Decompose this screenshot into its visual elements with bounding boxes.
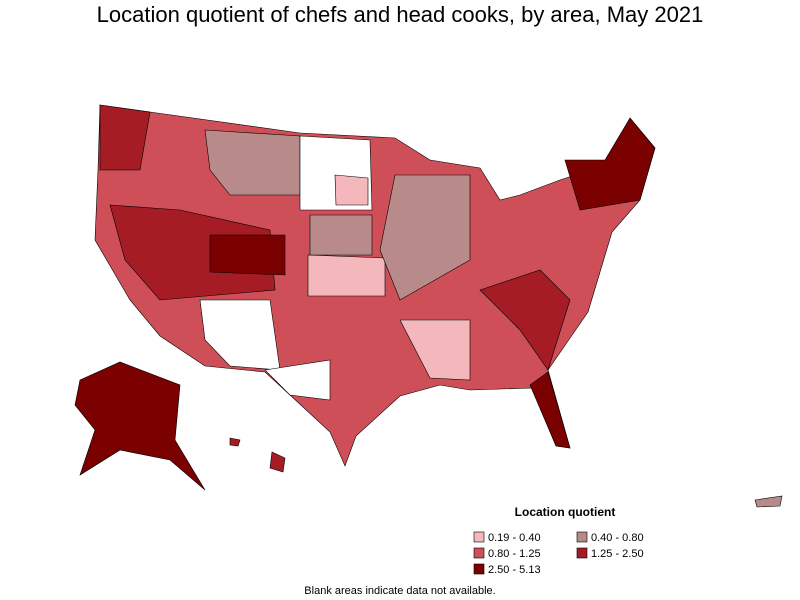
legend-label: 0.80 - 1.25 (488, 548, 541, 560)
title: Location quotient of chefs and head cook… (97, 2, 704, 27)
region (754, 495, 783, 508)
region (399, 319, 471, 381)
region (269, 451, 286, 473)
region (379, 174, 471, 301)
legend-swatch (473, 547, 485, 559)
legend-swatch (473, 563, 485, 575)
note: Blank areas indicate data not available. (304, 585, 495, 597)
legend-label: 0.19 - 0.40 (488, 532, 541, 544)
legend-swatch (576, 531, 588, 543)
legend-title: Location quotient (515, 505, 616, 519)
region (229, 437, 241, 447)
region (334, 174, 369, 206)
region (109, 204, 276, 301)
region (479, 269, 571, 371)
region (264, 359, 331, 401)
legend-swatch (473, 531, 485, 543)
legend: 0.19 - 0.40 0.40 - 0.80 0.80 - 1.25 1.25 - … (473, 531, 644, 576)
legend-label: 0.40 - 0.80 (591, 532, 644, 544)
region (307, 254, 386, 297)
region (564, 117, 656, 211)
region (209, 234, 286, 276)
region (199, 299, 281, 371)
map (74, 104, 783, 508)
region (99, 104, 151, 171)
region (529, 371, 571, 449)
legend-label: 1.25 - 2.50 (591, 548, 644, 560)
region (309, 214, 373, 256)
region (204, 129, 301, 196)
legend-label: 2.50 - 5.13 (488, 564, 541, 576)
legend-swatch (576, 547, 588, 559)
region (74, 361, 206, 491)
